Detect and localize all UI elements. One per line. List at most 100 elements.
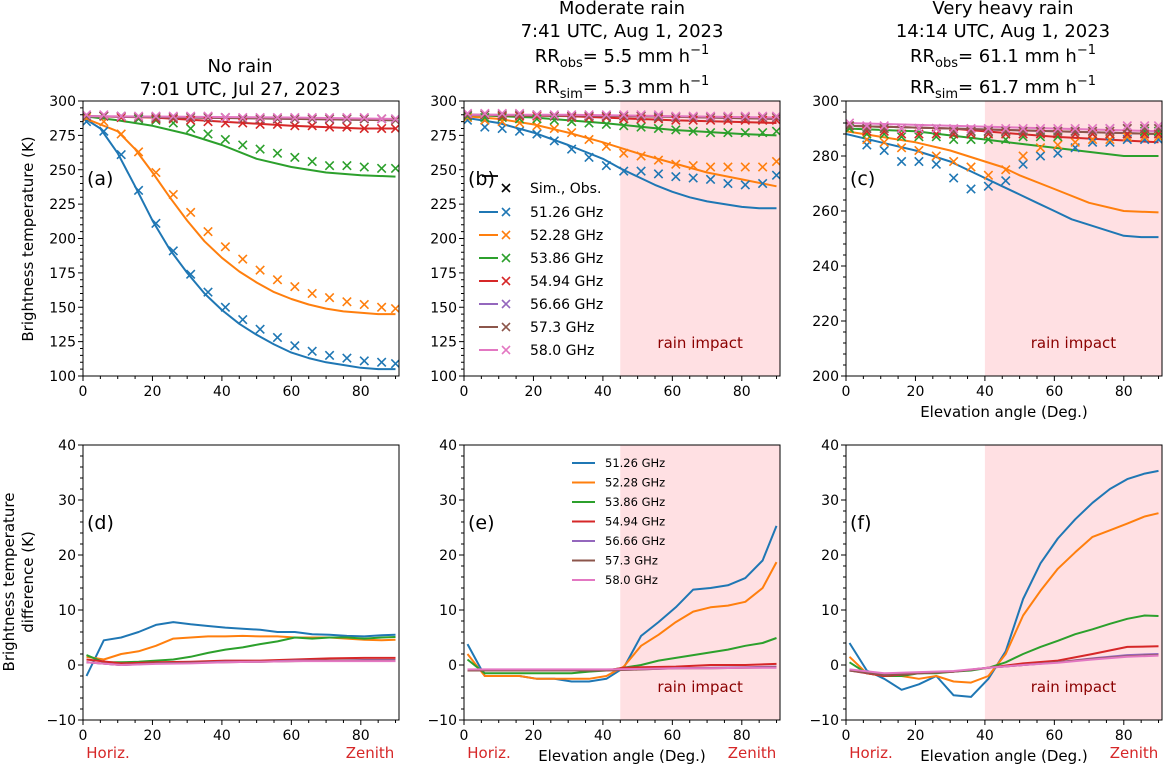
marker-b-58-0-GHz [532, 109, 542, 120]
marker-a-57-3-GHz [151, 112, 161, 123]
x-tick-label-e: 40 [594, 728, 612, 744]
marker-b-57-3-GHz [771, 112, 780, 123]
marker-a-58-0-GHz [151, 111, 161, 121]
y-tick-label-a: 250 [49, 163, 76, 179]
marker-c-51-26-GHz [948, 173, 959, 183]
marker-a-58-0-GHz [203, 111, 213, 121]
marker-c-58-0-GHz [1087, 123, 1098, 134]
line-d-58-0-GHz [86, 660, 396, 666]
marker-b-52-28-GHz [740, 162, 751, 172]
x-tick-label-b: 20 [525, 384, 543, 400]
marker-a-58-0-GHz [83, 109, 92, 120]
marker-a-54-94-GHz [290, 120, 300, 131]
line-a-51-26-GHz [83, 116, 396, 371]
marker-b-51-26-GHz [688, 173, 698, 183]
marker-a-54-94-GHz [307, 120, 317, 131]
y-tick-label-d: 0 [67, 658, 76, 674]
x-tick-label-c: 80 [1115, 384, 1133, 400]
x-tick-label-f: 80 [1115, 728, 1133, 744]
marker-b-52-28-GHz [584, 134, 594, 145]
marker-a-51-26-GHz [168, 246, 179, 256]
marker-c-51-26-GHz [931, 159, 942, 170]
marker-b-51-26-GHz [497, 123, 507, 134]
marker-c-51-26-GHz [983, 181, 994, 192]
marker-a-51-26-GHz [203, 287, 213, 297]
marker-b-57-3-GHz [464, 109, 473, 120]
plot-area-d [85, 621, 396, 677]
marker-a-51-26-GHz [151, 218, 161, 229]
marker-b-58-0-GHz [618, 109, 629, 120]
marker-c-58-0-GHz [1000, 123, 1011, 134]
marker-b-54-94-GHz [740, 115, 751, 126]
x-tick-label-e: 60 [663, 728, 681, 744]
y-tick-label-f: 10 [821, 603, 839, 619]
marker-b-52-28-GHz [653, 155, 664, 165]
marker-c-57-3-GHz [983, 126, 994, 137]
marker-a-51-26-GHz [307, 346, 317, 357]
y-tick-label-e: 10 [439, 603, 457, 619]
marker-b-51-26-GHz [618, 166, 629, 176]
y-tick-label-c: 280 [812, 149, 839, 165]
marker-b-57-3-GHz [549, 111, 560, 121]
legend-label-56-66-GHz: 56.66 GHz [605, 534, 665, 548]
panel-label-d: (d) [87, 512, 114, 534]
title-b-line1: Moderate rain [559, 0, 685, 19]
y-axis-title-bottom-line1: Brightness temperature [0, 493, 18, 672]
y-tick-label-c: 200 [812, 369, 839, 385]
x-tick-label-a: 80 [352, 384, 370, 400]
panel-label-a: (a) [87, 168, 113, 190]
marker-b-57-3-GHz [705, 112, 716, 123]
x-tick-label-a: 40 [213, 384, 231, 400]
marker-a-54-94-GHz [359, 123, 370, 134]
y-tick-label-a: 225 [49, 197, 76, 213]
plot-area-c [846, 118, 1162, 239]
line-d-51-26-GHz [85, 621, 396, 677]
marker-c-52-28-GHz [966, 162, 976, 172]
x-axis-label-c: Elevation angle (Deg.) [920, 403, 1088, 421]
marker-b-57-3-GHz [514, 109, 525, 120]
marker-b-52-28-GHz [688, 160, 698, 171]
y-tick-label-f: 30 [821, 493, 839, 509]
marker-a-51-26-GHz [133, 185, 144, 196]
line-a-53-86-GHz [83, 115, 396, 178]
marker-b-57-3-GHz [618, 111, 629, 121]
marker-b-57-3-GHz [723, 112, 733, 123]
rain-impact-label-b: rain impact [657, 334, 743, 352]
marker-a-51-26-GHz [376, 357, 387, 368]
marker-c-58-0-GHz [948, 123, 959, 134]
marker-b-54-94-GHz [636, 114, 646, 124]
marker-c-58-0-GHz [983, 123, 994, 134]
marker-b-58-0-GHz [757, 111, 768, 121]
marker-c-58-0-GHz [914, 123, 924, 134]
marker-a-58-0-GHz [376, 114, 387, 124]
marker-c-58-0-GHz [862, 120, 872, 131]
marker-b-52-28-GHz [514, 118, 525, 128]
marker-a-54-94-GHz [376, 123, 387, 134]
marker-a-52-28-GHz [116, 129, 126, 139]
line-b-52-28-GHz [464, 115, 777, 188]
marker-a-51-26-GHz [237, 314, 248, 325]
marker-b-54-94-GHz [514, 111, 525, 121]
marker-b-57-3-GHz [480, 109, 490, 120]
marker-a-57-3-GHz [133, 112, 144, 123]
marker-c-52-28-GHz [1035, 142, 1046, 153]
marker-a-53-86-GHz [255, 144, 265, 154]
marker-b-58-0-GHz [497, 108, 507, 119]
marker-c-57-3-GHz [1122, 123, 1133, 134]
rain-impact-label-c: rain impact [1031, 334, 1117, 352]
x-tick-label-c: 60 [1045, 384, 1063, 400]
zenith-label-f: Zenith [1110, 744, 1159, 762]
marker-b-52-28-GHz [532, 120, 542, 131]
y-tick-label-d: 10 [58, 603, 76, 619]
marker-c-51-26-GHz [896, 156, 907, 167]
legend-marker-56-66-GHz [501, 299, 511, 309]
title-b: Moderate rain 7:41 UTC, Aug 1, 2023 RRob… [521, 0, 724, 102]
marker-b-53-86-GHz [688, 126, 698, 137]
marker-a-52-28-GHz [185, 207, 196, 218]
marker-b-54-94-GHz [532, 111, 542, 121]
marker-c-57-3-GHz [1035, 126, 1046, 137]
zenith-label-e: Zenith [728, 744, 777, 762]
marker-b-58-0-GHz [464, 108, 473, 119]
marker-a-57-3-GHz [307, 114, 317, 124]
